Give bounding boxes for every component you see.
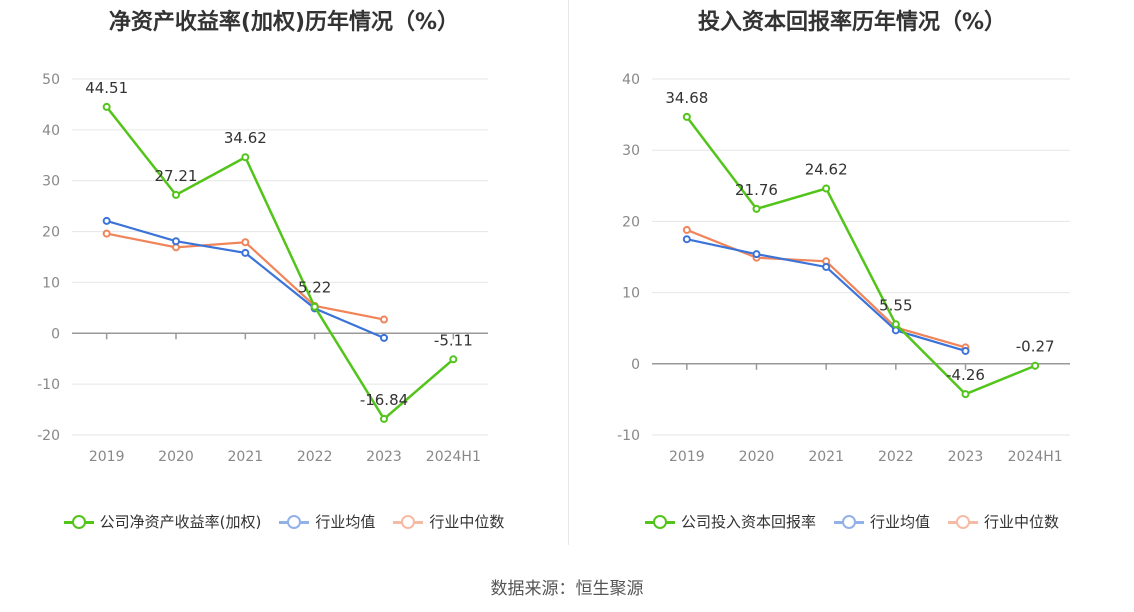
legend-label: 行业中位数	[984, 513, 1060, 531]
data-label: -5.11	[434, 331, 473, 349]
data-point-median	[380, 315, 388, 324]
x-tick-label: 2022	[878, 449, 914, 465]
series-line-company	[685, 116, 1036, 396]
y-tick-label: 20	[622, 214, 640, 230]
legend-item-company[interactable]: 公司净资产收益率(加权)	[63, 511, 262, 532]
legend-label: 公司投入资本回报率	[680, 513, 816, 531]
y-tick-label: -10	[617, 428, 640, 444]
legend-marker-company	[644, 514, 675, 529]
legend-label: 行业中位数	[429, 513, 505, 531]
x-tick-label: 2024H1	[1008, 449, 1063, 465]
data-point-company	[752, 204, 761, 213]
legend: 公司投入资本回报率 行业均值 行业中位数	[570, 511, 1134, 532]
legend-marker-median	[948, 514, 978, 529]
data-point-company	[822, 184, 831, 193]
data-point-company	[241, 153, 250, 162]
x-tick-label: 2019	[669, 449, 705, 465]
data-point-company	[449, 355, 458, 364]
data-label: 44.51	[85, 79, 128, 97]
y-tick-label: 20	[42, 225, 60, 241]
data-point-company	[310, 302, 319, 311]
data-label: -0.27	[1016, 338, 1055, 356]
x-tick-label: 2022	[297, 449, 333, 465]
legend-label: 行业均值	[869, 513, 930, 531]
roe-chart: 50 40 30 20 10 0 -10 -20 2019 2020 2021 2022 2023 202…	[37, 72, 488, 465]
data-point-company	[1031, 361, 1040, 370]
data-label: 34.68	[665, 89, 708, 107]
x-tick-label: 2023	[366, 449, 402, 465]
y-tick-label: 50	[42, 72, 60, 88]
chart-title: 投入资本回报率历年情况（%）	[697, 10, 1007, 35]
data-label: 5.55	[879, 296, 912, 314]
x-tick-label: 2021	[228, 449, 264, 465]
data-point-avg	[380, 333, 388, 342]
data-point-company	[682, 112, 691, 121]
series-line-avg	[686, 238, 966, 353]
data-point-median	[682, 225, 691, 234]
x-tick-label: 2023	[948, 449, 984, 465]
roic-chart-panel: 投入资本回报率历年情况（%） 40 30 20 10 0 -10 2019 2020 2021 2…	[570, 0, 1134, 545]
y-tick-label: 30	[42, 174, 60, 190]
data-label: 34.62	[224, 129, 267, 147]
data-point-avg	[102, 216, 111, 225]
data-point-median	[102, 229, 111, 238]
data-point-avg	[961, 346, 970, 355]
legend-item-median[interactable]: 行业中位数	[393, 511, 504, 532]
data-point-avg	[752, 250, 761, 259]
x-tick-label: 2020	[158, 449, 194, 465]
y-tick-label: 0	[631, 357, 640, 373]
x-tick-label: 2024H1	[426, 449, 481, 465]
legend-marker-company	[63, 514, 94, 529]
legend-label: 行业均值	[315, 513, 376, 531]
y-tick-label: 30	[622, 143, 640, 159]
data-point-median	[241, 238, 250, 247]
y-tick-label: -20	[37, 428, 60, 444]
data-point-avg	[172, 237, 180, 246]
legend-marker-avg	[833, 514, 864, 529]
y-tick-label: 40	[622, 72, 640, 88]
legend-item-avg[interactable]: 行业均值	[833, 511, 930, 532]
data-point-company	[891, 320, 900, 329]
data-label: 5.22	[298, 279, 331, 297]
data-point-median	[172, 243, 180, 252]
data-point-avg	[682, 235, 691, 244]
x-tick-label: 2019	[89, 449, 125, 465]
series-line-company	[105, 106, 455, 421]
data-label: 21.76	[735, 181, 778, 199]
legend-item-avg[interactable]: 行业均值	[279, 511, 375, 532]
legend-marker-median	[393, 514, 424, 529]
roe-chart-panel: 净资产收益率(加权)历年情况（%） 50 40 30 20 10 0 -10 -20 2019 2…	[0, 0, 568, 545]
data-label: 27.21	[155, 167, 198, 185]
legend: 公司净资产收益率(加权) 行业均值 行业中位数	[0, 511, 568, 532]
data-point-avg	[241, 248, 250, 257]
legend-label: 公司净资产收益率(加权)	[99, 513, 262, 531]
panel-divider	[568, 0, 569, 545]
chart-title: 净资产收益率(加权)历年情况（%）	[108, 10, 460, 35]
x-tick-label: 2020	[739, 449, 775, 465]
legend-item-company[interactable]: 公司投入资本回报率	[644, 511, 816, 532]
legend-item-median[interactable]: 行业中位数	[948, 511, 1059, 532]
data-point-avg	[822, 262, 831, 271]
y-tick-label: -10	[37, 377, 60, 393]
data-point-company	[961, 390, 970, 399]
legend-marker-avg	[279, 514, 310, 529]
y-tick-label: 10	[42, 275, 60, 291]
data-point-company	[380, 414, 388, 423]
data-label: -16.84	[360, 391, 408, 409]
y-tick-label: 40	[42, 123, 60, 139]
x-tick-label: 2021	[808, 449, 844, 465]
data-label: 24.62	[805, 161, 848, 179]
data-point-company	[102, 102, 111, 111]
series-line-median	[106, 232, 385, 321]
roic-chart: 40 30 20 10 0 -10 2019 2020 2021 2022 2023 2024H1 34…	[617, 72, 1070, 465]
y-tick-label: 10	[622, 286, 640, 302]
data-label: -4.26	[946, 366, 985, 384]
data-source: 数据来源：恒生聚源	[490, 579, 644, 599]
y-tick-label: 0	[51, 326, 60, 342]
data-point-company	[172, 190, 180, 199]
